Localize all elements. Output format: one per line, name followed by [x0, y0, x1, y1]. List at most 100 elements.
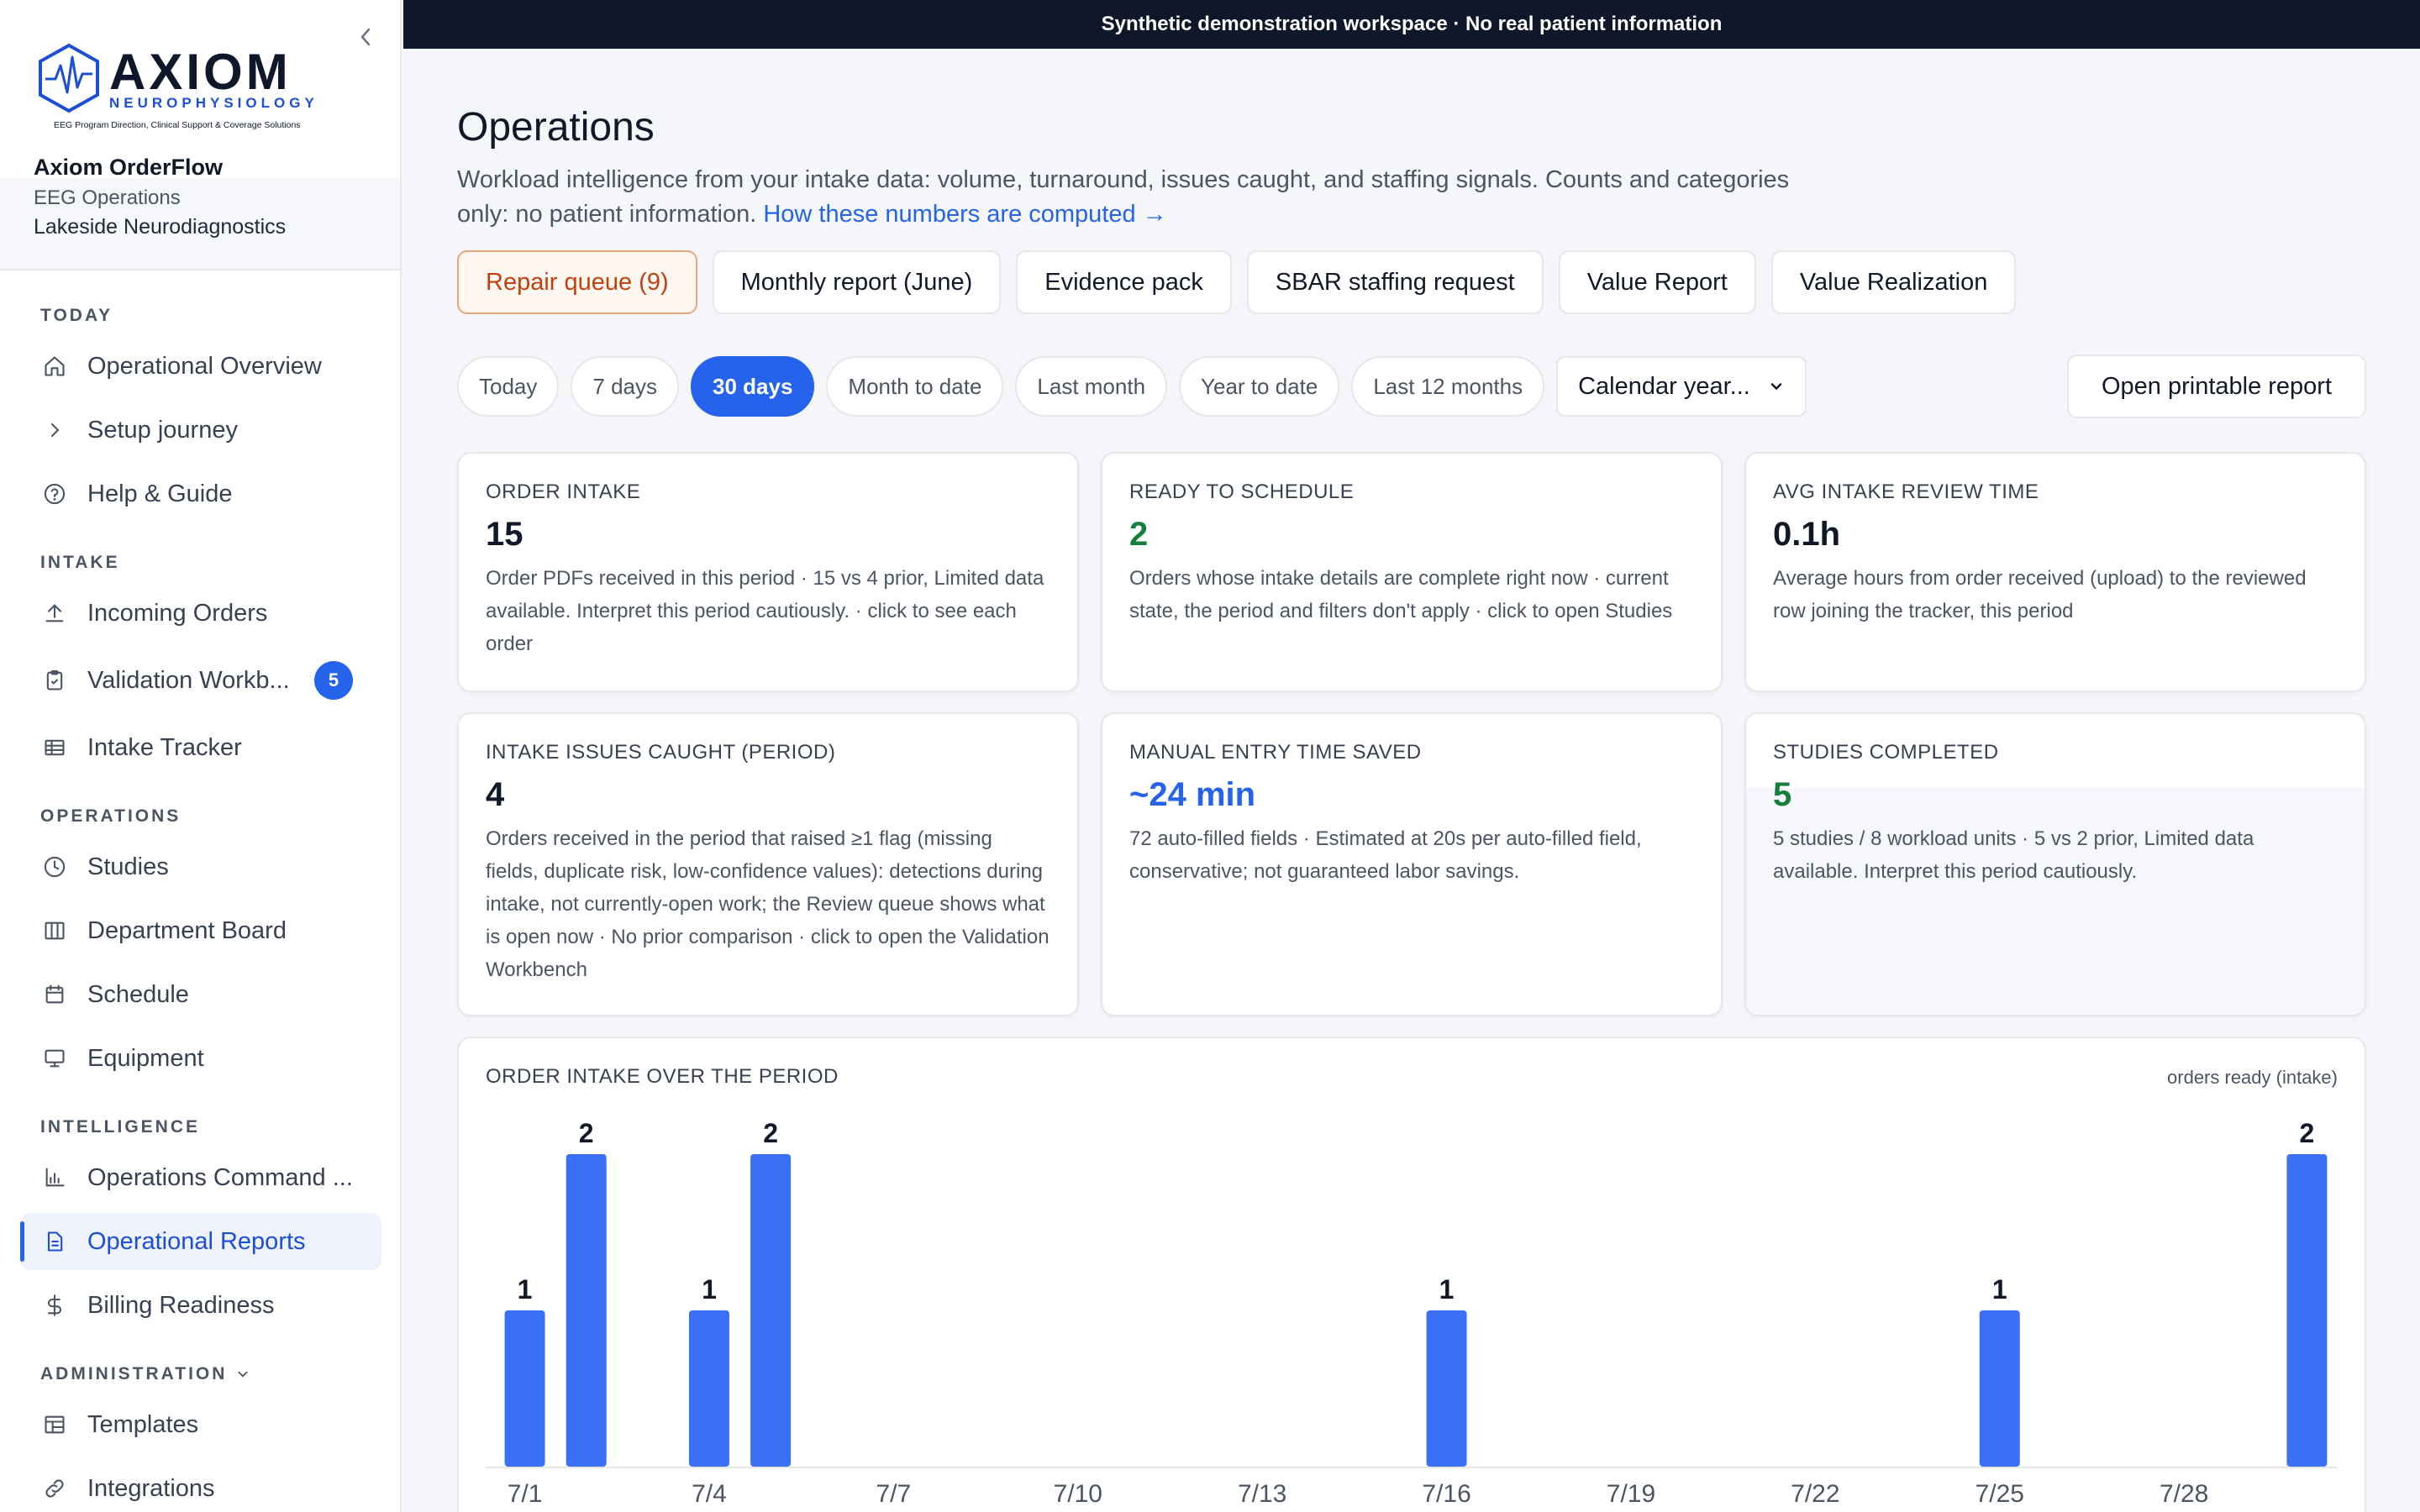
- nav-section-intelligence: INTELLIGENCE: [40, 1117, 201, 1137]
- kpi-value: 2: [1129, 516, 1149, 553]
- range-year-to-date[interactable]: Year to date: [1179, 356, 1340, 417]
- sidebar: AXIOM NEUROPHYSIOLOGY EEG Program Direct…: [0, 0, 402, 1512]
- clipboard-check-icon: [42, 668, 67, 693]
- range-last-month[interactable]: Last month: [1015, 356, 1168, 417]
- sbar-staffing-button[interactable]: SBAR staffing request: [1246, 250, 1544, 314]
- sidebar-item-validation-workbench[interactable]: Validation Workb... 5: [20, 652, 381, 709]
- chevron-down-icon: [1770, 383, 1782, 391]
- sidebar-item-department-board[interactable]: Department Board: [20, 902, 381, 959]
- logo-mark: AXIOM NEUROPHYSIOLOGY EEG Program Direct…: [39, 43, 314, 130]
- chart-tick-label: 7/13: [1238, 1480, 1286, 1508]
- chart-tick-label: 7/19: [1607, 1480, 1655, 1508]
- chart-title: ORDER INTAKE OVER THE PERIOD: [486, 1065, 839, 1088]
- kpi-value: ~24 min: [1129, 776, 1256, 813]
- table-icon: [42, 735, 67, 760]
- chevron-down-icon: [239, 1371, 248, 1378]
- main-content: Operations Workload intelligence from yo…: [403, 49, 2420, 1512]
- kpi-card-ready-to-schedule[interactable]: READY TO SCHEDULE 2 Orders whose intake …: [1101, 452, 1723, 692]
- kpi-value: 4: [486, 776, 505, 813]
- chart-data-label: 1: [1439, 1274, 1455, 1305]
- clock-icon: [42, 854, 67, 879]
- sidebar-item-operations-command[interactable]: Operations Command ...: [20, 1149, 381, 1206]
- chart-tick-label: 7/22: [1791, 1480, 1839, 1508]
- order-intake-chart: 1 7/1 2 1 7/4 2 7/7 7/10 7/13 1 7/16 7/19 7/22 1 7/25 7…: [457, 1037, 2366, 1512]
- sidebar-item-schedule[interactable]: Schedule: [20, 966, 381, 1023]
- evidence-pack-button[interactable]: Evidence pack: [1016, 250, 1232, 314]
- repair-queue-button[interactable]: Repair queue (9): [457, 250, 697, 314]
- columns-icon: [42, 918, 67, 943]
- sidebar-item-setup-journey[interactable]: Setup journey: [20, 402, 381, 459]
- range-today[interactable]: Today: [457, 356, 560, 417]
- nav-section-today: TODAY: [40, 306, 113, 325]
- link-icon: [42, 1476, 67, 1501]
- chart-bar-7-2: [566, 1154, 607, 1467]
- sidebar-item-integrations[interactable]: Integrations: [20, 1460, 381, 1512]
- organization-block: Axiom OrderFlow EEG Operations Lakeside …: [0, 150, 400, 269]
- chart-bar-7-16: [1426, 1310, 1467, 1467]
- chart-data-label: 1: [702, 1274, 717, 1305]
- sidebar-item-equipment[interactable]: Equipment: [20, 1030, 381, 1087]
- calendar-icon: [42, 982, 67, 1007]
- chart-data-label: 2: [763, 1118, 778, 1148]
- nav-section-intake: INTAKE: [40, 553, 120, 572]
- chart-tick-label: 7/25: [1975, 1480, 2024, 1508]
- sidebar-item-intake-tracker[interactable]: Intake Tracker: [20, 719, 381, 776]
- how-computed-link[interactable]: How these numbers are computed →: [763, 201, 1167, 228]
- app-name: Axiom OrderFlow: [34, 155, 224, 180]
- sidebar-item-incoming-orders[interactable]: Incoming Orders: [20, 585, 381, 642]
- svg-text:EEG Program Direction, Clinica: EEG Program Direction, Clinical Support …: [54, 120, 301, 130]
- chart-data-label: 1: [1992, 1274, 2007, 1305]
- range-7-days[interactable]: 7 days: [571, 356, 679, 417]
- kpi-card-studies-completed: STUDIES COMPLETED 5 5 studies / 8 worklo…: [1744, 712, 2366, 1016]
- sidebar-item-operational-overview[interactable]: Operational Overview: [20, 338, 381, 395]
- report-actions: Repair queue (9) Monthly report (June) E…: [457, 250, 2017, 314]
- chart-bar-7-1: [504, 1310, 545, 1467]
- home-icon: [42, 354, 67, 379]
- kpi-value: 15: [486, 516, 523, 553]
- chart-data-label: 2: [579, 1118, 594, 1148]
- range-30-days[interactable]: 30 days: [691, 356, 815, 417]
- sidebar-item-help-guide[interactable]: Help & Guide: [20, 465, 381, 522]
- collapse-sidebar-button[interactable]: [353, 22, 378, 52]
- sidebar-item-operational-reports[interactable]: Operational Reports: [20, 1213, 381, 1270]
- chart-tick-label: 7/10: [1054, 1480, 1102, 1508]
- kpi-card-manual-entry-time-saved: MANUAL ENTRY TIME SAVED ~24 min 72 auto-…: [1101, 712, 1723, 1016]
- monthly-report-button[interactable]: Monthly report (June): [712, 250, 1002, 314]
- chart-tick-label: 7/4: [692, 1480, 727, 1508]
- department-name: EEG Operations: [34, 186, 181, 209]
- validation-count-badge: 5: [314, 661, 353, 700]
- chart-tick-label: 7/16: [1422, 1480, 1470, 1508]
- layout-icon: [42, 1412, 67, 1437]
- monitor-icon: [42, 1046, 67, 1071]
- chart-bar-7-25: [1979, 1310, 2020, 1467]
- chart-tick-label: 7/1: [508, 1480, 543, 1508]
- chart-data-label: 1: [518, 1274, 533, 1305]
- order-intake-bar-chart: 1 7/1 2 1 7/4 2 7/7 7/10 7/13 1 7/16 7/19 7/22 1 7/25 7…: [486, 1118, 2338, 1508]
- help-icon: [42, 481, 67, 507]
- kpi-card-avg-intake-review-time: AVG INTAKE REVIEW TIME 0.1h Average hour…: [1744, 452, 2366, 692]
- value-report-button[interactable]: Value Report: [1558, 250, 1756, 314]
- demo-banner: Synthetic demonstration workspace · No r…: [403, 0, 2420, 49]
- calendar-year-select[interactable]: Calendar year...: [1556, 356, 1807, 417]
- chart-data-label: 2: [2300, 1118, 2315, 1148]
- value-realization-button[interactable]: Value Realization: [1770, 250, 2017, 314]
- kpi-card-intake-issues-caught[interactable]: INTAKE ISSUES CAUGHT (PERIOD) 4 Orders r…: [457, 712, 1079, 1016]
- document-icon: [42, 1229, 67, 1254]
- nav-section-administration[interactable]: ADMINISTRATION: [40, 1364, 250, 1384]
- date-range-filters: Today 7 days 30 days Month to date Last …: [457, 356, 1807, 417]
- site-name: Lakeside Neurodiagnostics: [34, 215, 287, 239]
- range-month-to-date[interactable]: Month to date: [826, 356, 1004, 417]
- dollar-icon: [42, 1293, 67, 1318]
- chart-bar-7-5: [750, 1154, 792, 1467]
- sidebar-item-billing-readiness[interactable]: Billing Readiness: [20, 1277, 381, 1334]
- nav-section-operations: OPERATIONS: [40, 806, 182, 826]
- open-printable-report-button[interactable]: Open printable report: [2067, 354, 2366, 418]
- sidebar-item-studies[interactable]: Studies: [20, 838, 381, 895]
- chart-bar-7-4: [688, 1310, 729, 1467]
- range-last-12-months[interactable]: Last 12 months: [1351, 356, 1545, 417]
- kpi-card-order-intake[interactable]: ORDER INTAKE 15 Order PDFs received in t…: [457, 452, 1079, 692]
- chart-bar-7-30: [2286, 1154, 2328, 1467]
- upload-icon: [42, 601, 67, 626]
- sidebar-item-templates[interactable]: Templates: [20, 1396, 381, 1453]
- chevron-right-icon: [42, 417, 67, 443]
